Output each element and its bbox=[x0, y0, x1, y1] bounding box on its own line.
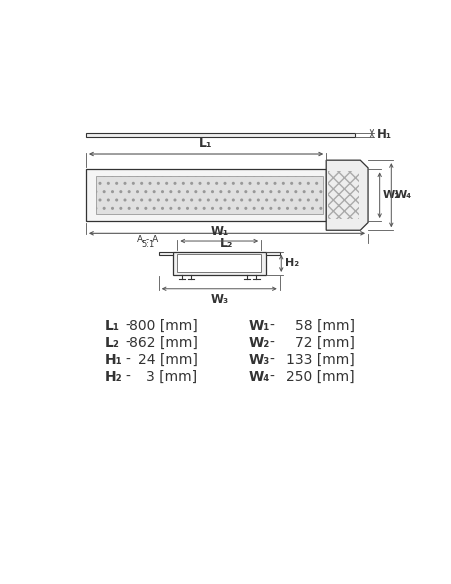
Text: -: - bbox=[269, 336, 274, 350]
Text: H₁: H₁ bbox=[376, 128, 391, 141]
Text: -: - bbox=[125, 319, 130, 333]
Bar bbox=[327, 171, 358, 220]
Text: H₂: H₂ bbox=[104, 370, 122, 384]
Text: -: - bbox=[269, 370, 274, 384]
Text: 5:1: 5:1 bbox=[141, 241, 154, 249]
Text: -: - bbox=[125, 370, 130, 384]
Text: 250 [mm]: 250 [mm] bbox=[285, 370, 354, 384]
Text: W₁: W₁ bbox=[248, 319, 270, 333]
Text: L₂: L₂ bbox=[104, 336, 119, 350]
Text: W₂: W₂ bbox=[248, 336, 269, 350]
Text: 800 [mm]: 800 [mm] bbox=[129, 319, 197, 333]
Text: A - A: A - A bbox=[137, 235, 158, 244]
Text: W₄: W₄ bbox=[248, 370, 270, 384]
Text: L₁: L₁ bbox=[104, 319, 119, 333]
Text: L₁: L₁ bbox=[199, 137, 212, 150]
Bar bbox=[172, 252, 265, 275]
Bar bbox=[158, 252, 172, 255]
Text: 3 [mm]: 3 [mm] bbox=[146, 370, 197, 384]
Bar bbox=[96, 176, 322, 214]
Text: W₁: W₁ bbox=[210, 225, 228, 238]
Text: -: - bbox=[269, 319, 274, 333]
Text: W₂: W₂ bbox=[382, 190, 399, 200]
Text: -: - bbox=[125, 336, 130, 350]
Bar bbox=[86, 169, 326, 221]
Bar bbox=[86, 133, 354, 137]
Text: H₁: H₁ bbox=[104, 353, 122, 367]
Text: 133 [mm]: 133 [mm] bbox=[285, 353, 354, 367]
Polygon shape bbox=[326, 160, 367, 230]
Bar bbox=[265, 252, 279, 255]
Text: -: - bbox=[125, 353, 130, 367]
Text: -: - bbox=[269, 353, 274, 367]
Text: 24 [mm]: 24 [mm] bbox=[138, 353, 197, 367]
Text: 862 [mm]: 862 [mm] bbox=[129, 336, 197, 350]
Text: 58 [mm]: 58 [mm] bbox=[294, 319, 354, 333]
Text: L₂: L₂ bbox=[220, 237, 233, 250]
Text: W₃: W₃ bbox=[210, 293, 228, 305]
Text: H₂: H₂ bbox=[285, 258, 299, 269]
Text: W₃: W₃ bbox=[248, 353, 269, 367]
Text: 72 [mm]: 72 [mm] bbox=[295, 336, 354, 350]
Bar bbox=[177, 254, 261, 272]
Text: W₄: W₄ bbox=[394, 190, 410, 200]
